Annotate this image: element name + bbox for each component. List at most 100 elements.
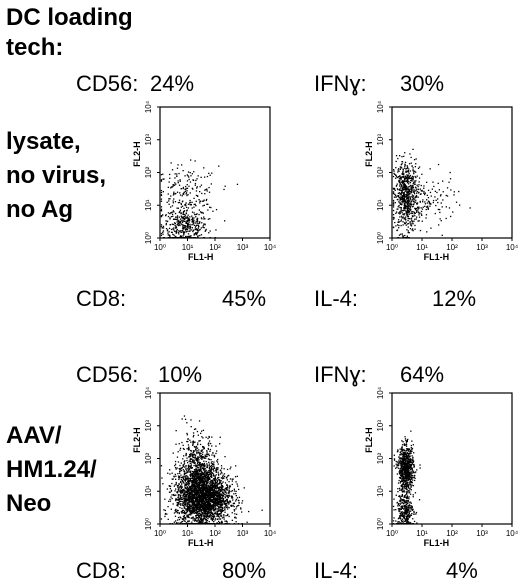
- scatter-point: [413, 193, 416, 195]
- scatter-point: [170, 508, 172, 510]
- scatter-point: [195, 476, 197, 478]
- scatter-point: [214, 497, 216, 499]
- scatter-point: [219, 495, 221, 497]
- scatter-point: [186, 468, 188, 470]
- scatter-point: [191, 218, 193, 221]
- scatter-point: [199, 506, 202, 508]
- scatter-point: [408, 168, 410, 170]
- scatter-point: [406, 171, 408, 173]
- scatter-point: [160, 180, 163, 182]
- scatter-point: [437, 182, 439, 184]
- scatter-point: [168, 198, 170, 200]
- scatter-point: [209, 523, 211, 525]
- scatter-point: [169, 198, 171, 200]
- scatter-point: [191, 499, 193, 501]
- scatter-point: [160, 200, 163, 202]
- scatter-point: [416, 192, 418, 194]
- scatter-point: [177, 223, 179, 225]
- scatter-point: [185, 522, 187, 524]
- scatter-point: [194, 450, 196, 452]
- scatter-point: [412, 475, 414, 477]
- scatter-point: [193, 512, 195, 514]
- scatter-point: [210, 516, 212, 519]
- scatter-point: [187, 476, 189, 478]
- scatter-point: [433, 185, 435, 188]
- scatter-point: [190, 494, 192, 496]
- scatter-point: [196, 520, 198, 522]
- scatter-point: [407, 189, 409, 191]
- x-tick-label: 10²: [446, 243, 458, 252]
- scatter-point: [194, 483, 196, 485]
- scatter-point: [401, 196, 403, 198]
- scatter-point: [219, 483, 221, 485]
- scatter-point: [395, 196, 397, 198]
- scatter-point: [222, 477, 224, 479]
- scatter-point: [410, 187, 412, 189]
- scatter-point: [208, 444, 210, 447]
- scatter-point: [196, 508, 198, 511]
- scatter-point: [189, 226, 192, 228]
- scatter-point: [412, 221, 414, 223]
- scatter-point: [209, 482, 211, 485]
- scatter-point: [201, 200, 203, 202]
- scatter-point: [195, 449, 197, 451]
- scatter-point: [403, 204, 405, 206]
- scatter-point: [404, 444, 407, 446]
- scatter-point: [182, 480, 184, 482]
- scatter-point: [220, 497, 222, 499]
- scatter-point: [428, 201, 430, 203]
- scatter-point: [190, 235, 192, 237]
- scatter-point: [172, 237, 174, 239]
- row1-name-line-2: no virus,: [6, 162, 107, 189]
- scatter-point: [192, 519, 194, 521]
- scatter-point: [191, 201, 193, 203]
- scatter-point: [192, 461, 194, 463]
- scatter-point: [179, 464, 181, 467]
- scatter-point: [414, 175, 416, 178]
- scatter-point: [203, 507, 205, 509]
- scatter-point: [202, 513, 204, 515]
- scatter-point: [206, 450, 208, 452]
- scatter-point: [219, 502, 221, 504]
- scatter-point: [193, 483, 195, 485]
- scatter-point: [405, 224, 407, 226]
- scatter-point: [188, 225, 190, 227]
- scatter-point: [200, 475, 202, 477]
- scatter-point: [225, 499, 227, 502]
- scatter-point: [207, 513, 209, 515]
- scatter-point: [411, 484, 413, 486]
- scatter-point: [217, 508, 220, 510]
- scatter-point: [459, 204, 461, 206]
- scatter-point: [405, 168, 407, 170]
- scatter-point: [185, 217, 187, 219]
- scatter-point: [208, 492, 210, 494]
- scatter-point: [216, 484, 218, 486]
- scatter-point: [180, 231, 182, 233]
- scatter-point: [409, 153, 411, 155]
- scatter-point: [406, 187, 408, 189]
- scatter-point: [404, 178, 407, 180]
- scatter-point: [232, 504, 234, 507]
- scatter-point: [201, 192, 203, 195]
- scatter-point: [211, 466, 213, 468]
- scatter-point: [192, 506, 194, 508]
- scatter-point: [195, 507, 198, 509]
- scatter-point: [232, 497, 234, 499]
- scatter-point: [221, 493, 223, 496]
- scatter-point: [215, 479, 217, 481]
- scatter-point: [199, 454, 201, 456]
- scatter-point: [160, 179, 163, 181]
- scatter-point: [448, 207, 451, 209]
- scatter-point: [214, 508, 216, 511]
- scatter-point: [412, 148, 414, 150]
- scatter-point: [208, 494, 210, 497]
- scatter-point: [219, 494, 221, 496]
- scatter-point: [215, 504, 218, 506]
- scatter-point: [392, 226, 395, 228]
- scatter-point: [399, 476, 402, 479]
- scatter-point: [219, 499, 221, 501]
- scatter-point: [197, 501, 199, 503]
- scatter-point: [412, 183, 414, 185]
- scatter-point: [192, 459, 194, 461]
- scatter-point: [426, 181, 428, 183]
